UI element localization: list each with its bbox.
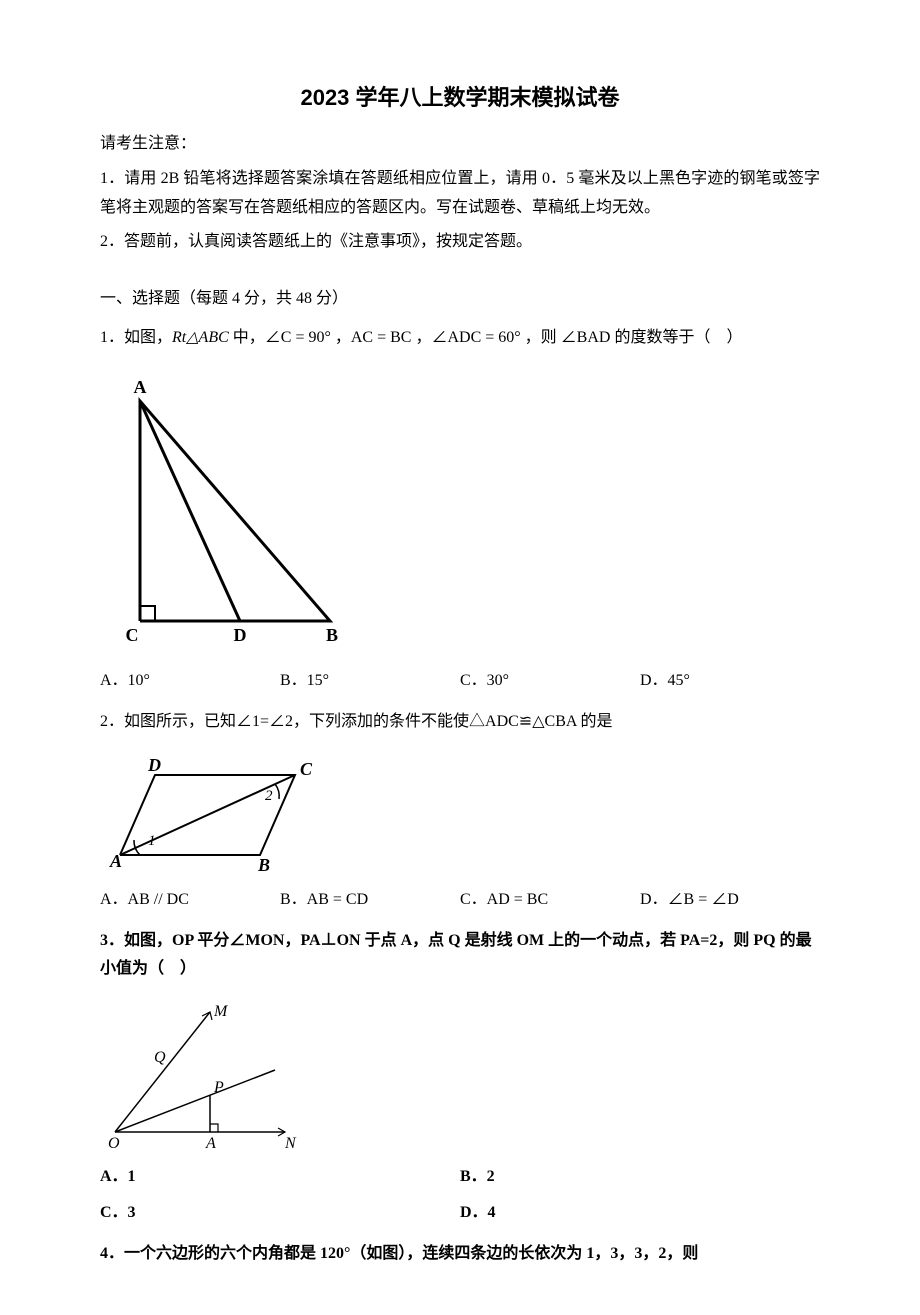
q3-options-row2: C．3 D．4 — [100, 1198, 820, 1222]
q3-label-a: A — [205, 1135, 216, 1152]
q4-stem-text: 4．一个六边形的六个内角都是 120°（如图），连续四条边的长依次为 1，3，3… — [100, 1245, 698, 1262]
q4-stem: 4．一个六边形的六个内角都是 120°（如图），连续四条边的长依次为 1，3，3… — [100, 1240, 820, 1269]
q3-label-q: Q — [154, 1049, 166, 1066]
q1-stem-pre: 1．如图， — [100, 329, 172, 346]
q2-diagonal — [120, 775, 295, 855]
q3-label-o: O — [108, 1135, 120, 1152]
q1-option-d[interactable]: D．45° — [640, 666, 820, 690]
q3-label-m: M — [213, 1003, 229, 1020]
exam-page: 2023 学年八上数学期末模拟试卷 请考生注意： 1．请用 2B 铅笔将选择题答… — [0, 0, 920, 1315]
q2-stem-text: 2．如图所示，已知∠1=∠2，下列添加的条件不能使△ADC≌△CBA 的是 — [100, 713, 613, 730]
section-1-heading: 一、选择题（每题 4 分，共 48 分） — [100, 285, 820, 314]
q2-label-c: C — [300, 759, 313, 779]
q3-stem-text: 3．如图，OP 平分∠MON，PA⊥ON 于点 A，点 Q 是射线 OM 上的一… — [100, 932, 812, 978]
q1-svg: A C D B — [100, 371, 360, 656]
q2-label-1: 1 — [148, 833, 156, 849]
q1-label-d: D — [234, 625, 247, 645]
q3-options-row1: A．1 B．2 — [100, 1162, 820, 1186]
q1-label-c: C — [126, 625, 139, 645]
q3-right-angle-icon — [210, 1124, 218, 1132]
q2-figure: 1 2 A B C D — [100, 755, 820, 875]
q2-svg: 1 2 A B C D — [100, 755, 320, 875]
q2-option-b[interactable]: B．AB = CD — [280, 885, 460, 909]
instructions-head: 请考生注意： — [100, 130, 820, 159]
q2-label-b: B — [257, 855, 270, 875]
q2-options: A．AB // DC B．AB = CD C．AD = BC D．∠B = ∠D — [100, 885, 820, 909]
q1-line-ad — [140, 401, 240, 621]
q2-arc2 — [275, 784, 279, 799]
q2-option-c[interactable]: C．AD = BC — [460, 885, 640, 909]
q1-label-a: A — [134, 377, 147, 397]
instructions-p2: 2．答题前，认真阅读答题纸上的《注意事项》，按规定答题。 — [100, 228, 820, 257]
q2-option-a[interactable]: A．AB // DC — [100, 885, 280, 909]
q1-option-a[interactable]: A．10° — [100, 666, 280, 690]
q1-rt: Rt△ABC — [172, 329, 229, 346]
q1-option-c[interactable]: C．30° — [460, 666, 640, 690]
q3-stem: 3．如图，OP 平分∠MON，PA⊥ON 于点 A，点 Q 是射线 OM 上的一… — [100, 927, 820, 985]
q3-option-c[interactable]: C．3 — [100, 1198, 460, 1222]
q1-stem-mid: 中，∠C = 90° ，AC = BC ，∠ADC = 60° ，则 ∠BAD … — [229, 329, 743, 346]
q1-stem: 1．如图，Rt△ABC 中，∠C = 90° ，AC = BC ，∠ADC = … — [100, 324, 820, 353]
q1-label-b: B — [326, 625, 338, 645]
q2-stem: 2．如图所示，已知∠1=∠2，下列添加的条件不能使△ADC≌△CBA 的是 — [100, 708, 820, 737]
q1-right-angle-icon — [140, 606, 155, 621]
q2-label-d: D — [147, 755, 161, 775]
q1-triangle — [140, 401, 330, 621]
q2-label-2: 2 — [265, 788, 273, 804]
exam-title: 2023 学年八上数学期末模拟试卷 — [100, 80, 820, 112]
q3-figure: O A N P Q M — [100, 1002, 820, 1152]
instructions-p1: 1．请用 2B 铅笔将选择题答案涂填在答题纸相应位置上，请用 0．5 毫米及以上… — [100, 165, 820, 223]
q1-options: A．10° B．15° C．30° D．45° — [100, 666, 820, 690]
q3-svg: O A N P Q M — [100, 1002, 300, 1152]
q2-label-a: A — [109, 851, 122, 871]
q3-label-n: N — [284, 1135, 297, 1152]
q3-option-b[interactable]: B．2 — [460, 1162, 820, 1186]
q3-option-d[interactable]: D．4 — [460, 1198, 820, 1222]
q2-option-d[interactable]: D．∠B = ∠D — [640, 885, 820, 909]
q1-option-b[interactable]: B．15° — [280, 666, 460, 690]
q3-label-p: P — [213, 1079, 224, 1096]
q1-figure: A C D B — [100, 371, 820, 656]
q3-option-a[interactable]: A．1 — [100, 1162, 460, 1186]
